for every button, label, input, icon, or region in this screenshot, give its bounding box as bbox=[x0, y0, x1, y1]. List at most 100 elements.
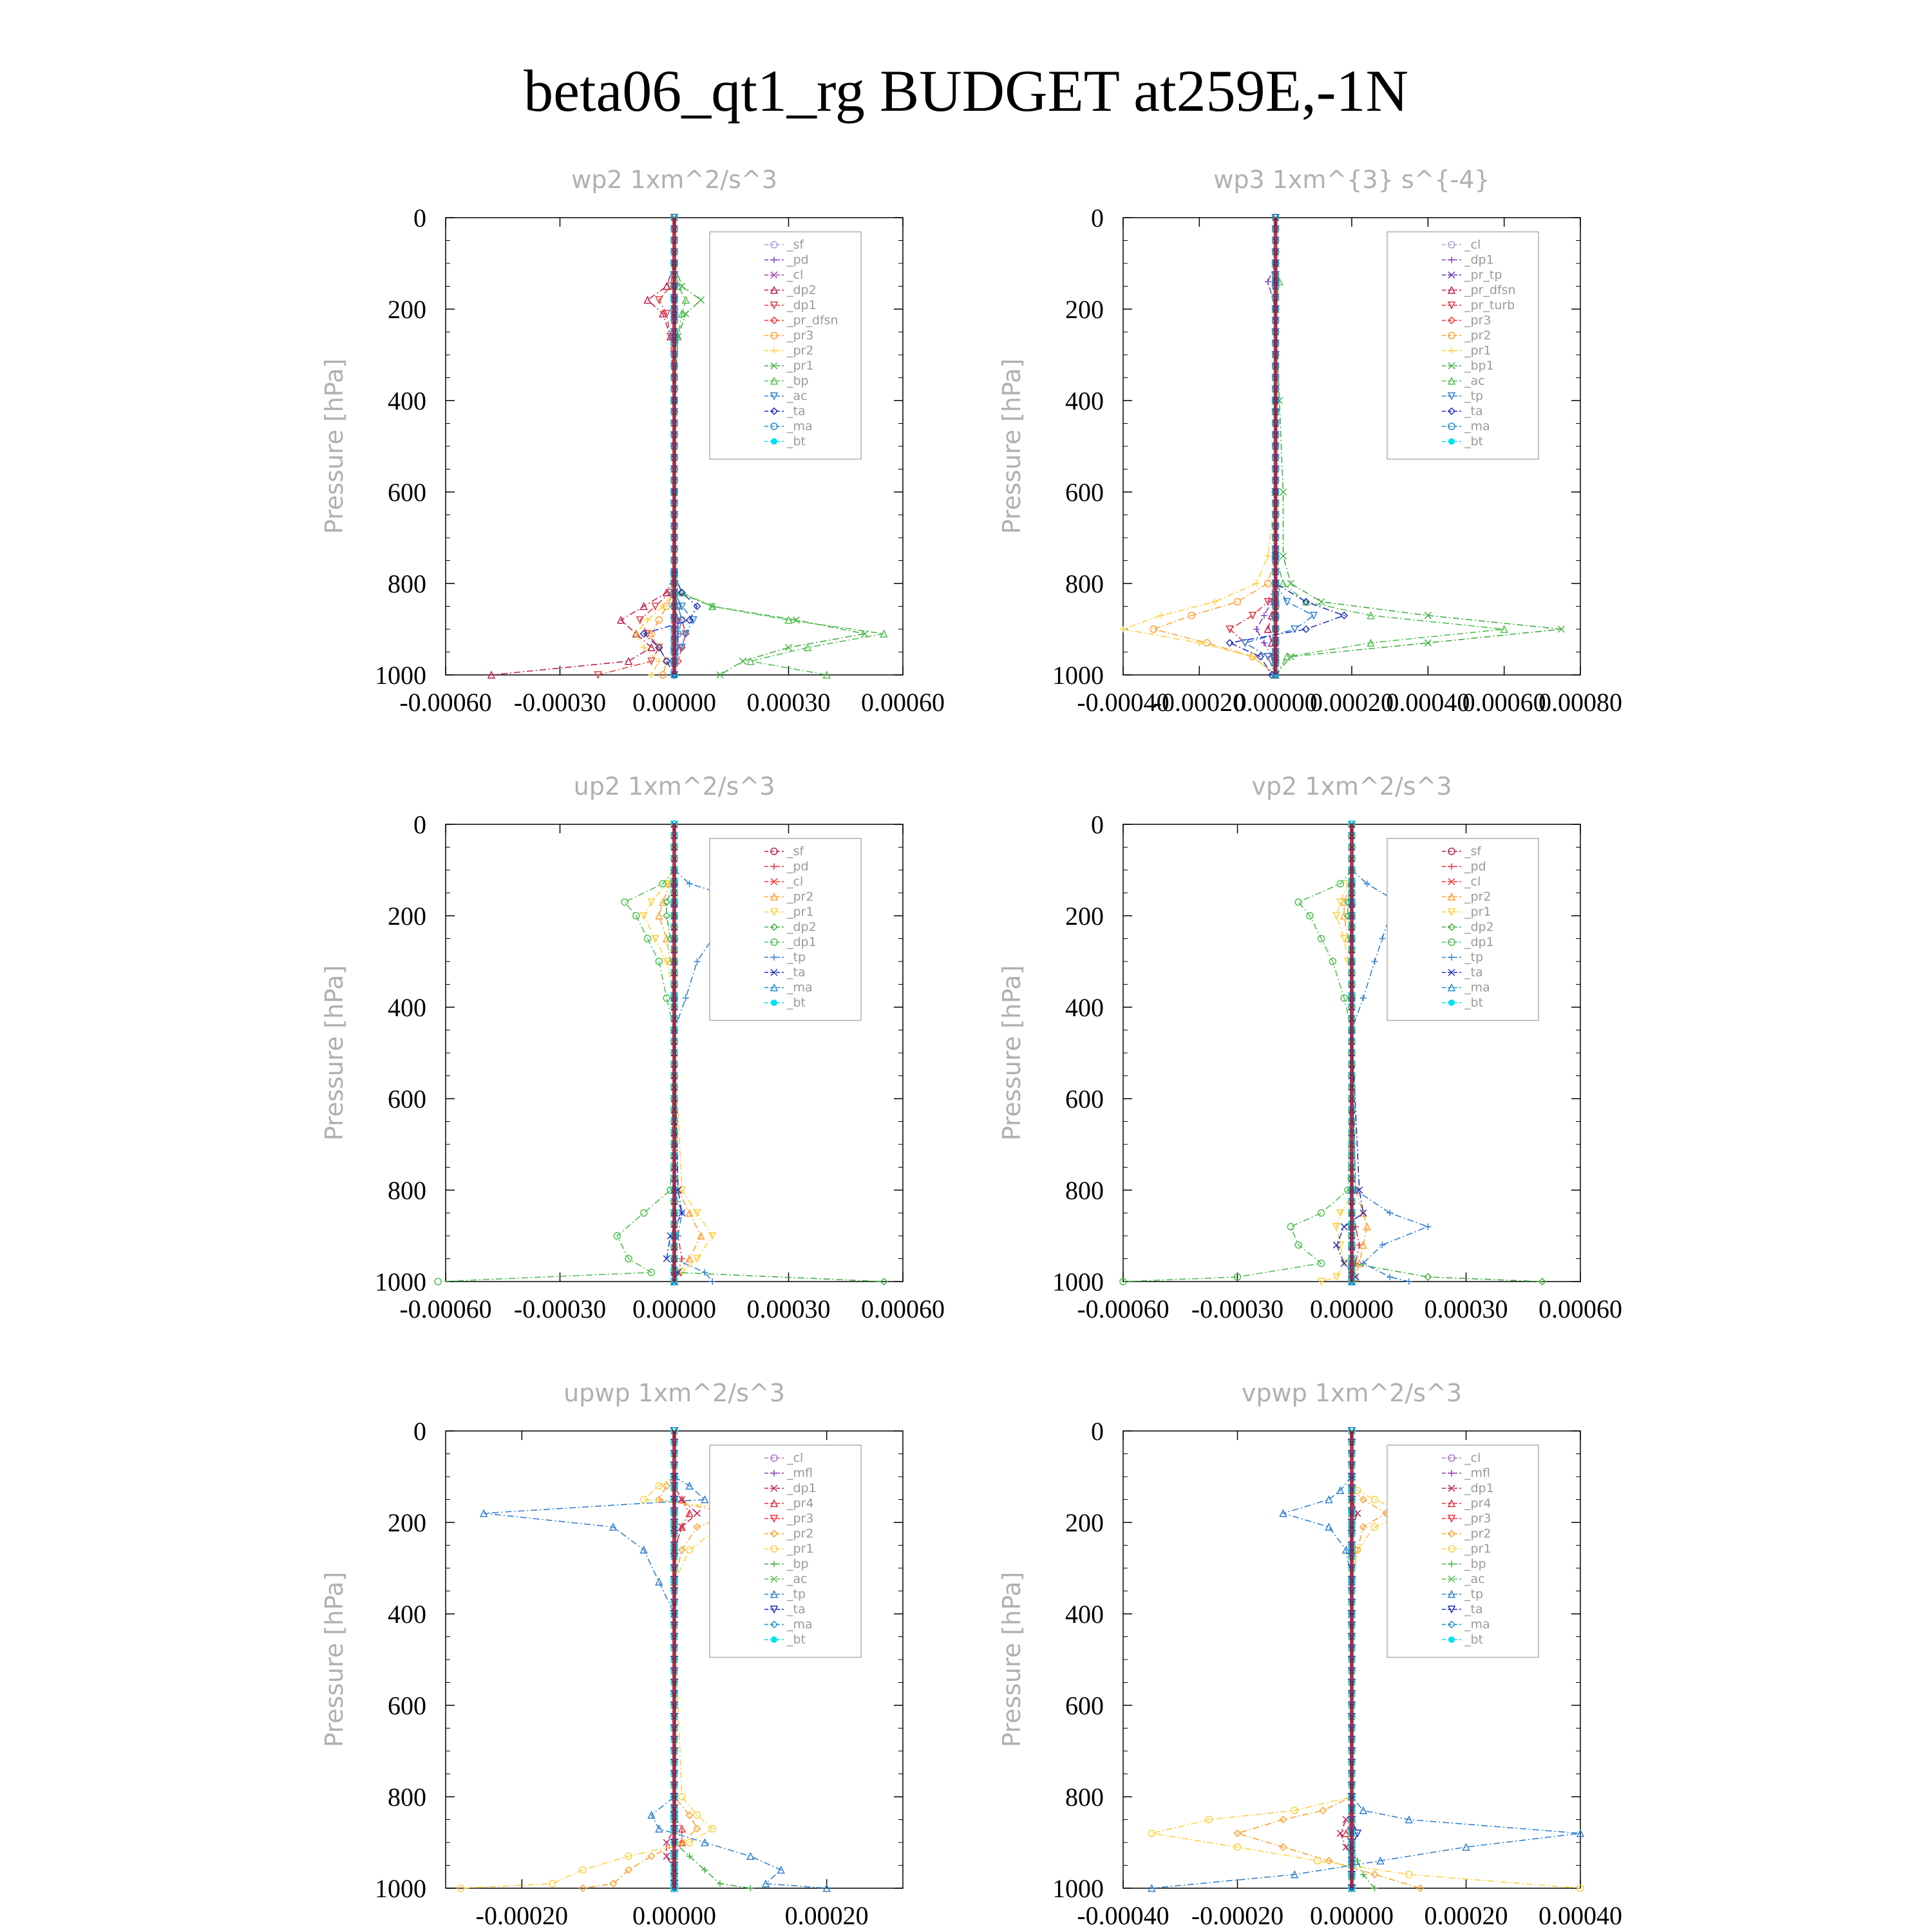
legend-label: _bt bbox=[1464, 435, 1483, 449]
legend-label: _dp1 bbox=[1464, 935, 1494, 949]
data-point bbox=[479, 1509, 488, 1517]
legend-label: _cl bbox=[1464, 238, 1481, 252]
data-point bbox=[880, 629, 888, 638]
data-point bbox=[685, 1254, 694, 1263]
legend-marker bbox=[1447, 983, 1456, 992]
legend-marker bbox=[771, 1470, 777, 1477]
data-point bbox=[579, 1866, 587, 1874]
legend-label: _bp1 bbox=[1464, 359, 1494, 373]
data-point bbox=[1371, 1885, 1378, 1891]
y-axis-label: Pressure [hPa] bbox=[998, 1572, 1026, 1748]
x-tick-label: 0.00000 bbox=[1310, 1901, 1394, 1930]
data-point bbox=[1260, 612, 1267, 619]
data-point bbox=[655, 1577, 663, 1586]
legend-label: _ta bbox=[1464, 404, 1483, 419]
legend-marker bbox=[1447, 1605, 1456, 1614]
legend-marker bbox=[1447, 908, 1456, 916]
data-point bbox=[655, 616, 663, 624]
data-point bbox=[1405, 1815, 1413, 1824]
chart-panel-5: upwp 1xm^2/s^3 Pressure [hPa] 0 200 400 600 80… bbox=[320, 1379, 904, 1930]
data-point bbox=[746, 1852, 755, 1861]
data-point bbox=[1253, 580, 1260, 587]
data-point bbox=[747, 1885, 754, 1891]
data-point bbox=[1336, 1830, 1344, 1837]
legend-marker bbox=[770, 983, 779, 992]
series-line bbox=[438, 869, 675, 1282]
legend: _sf _pd_cl_pr2_pr1_dp2_dp1 _tp_ta_ma_bt bbox=[709, 838, 862, 1021]
y-tick-label: 800 bbox=[1065, 569, 1104, 598]
data-point bbox=[1359, 1240, 1367, 1249]
data-point bbox=[1264, 580, 1272, 587]
legend-marker bbox=[1447, 1499, 1456, 1508]
data-point bbox=[709, 1278, 716, 1285]
data-point bbox=[1379, 1242, 1386, 1249]
data-point bbox=[1359, 1260, 1367, 1267]
y-tick-label: 600 bbox=[388, 1084, 426, 1113]
legend-marker bbox=[770, 1545, 778, 1553]
data-point bbox=[1317, 1259, 1325, 1267]
data-point bbox=[639, 1545, 648, 1554]
x-tick-label: 0.00030 bbox=[747, 688, 831, 717]
legend-marker bbox=[770, 301, 779, 310]
data-point bbox=[1233, 1843, 1242, 1851]
legend-marker bbox=[1447, 892, 1456, 901]
data-point bbox=[636, 616, 644, 625]
legend-marker bbox=[1448, 969, 1455, 976]
data-point bbox=[880, 1277, 888, 1286]
series-pr2 bbox=[1340, 866, 1371, 1285]
data-point bbox=[677, 643, 687, 652]
data-point bbox=[578, 1884, 587, 1893]
legend-label: _ma bbox=[786, 981, 813, 995]
y-tick-label: 800 bbox=[1065, 1176, 1104, 1205]
legend-marker bbox=[1447, 923, 1456, 931]
data-point bbox=[659, 603, 667, 610]
legend-marker bbox=[1448, 347, 1455, 354]
legend-label: _bt bbox=[786, 435, 806, 449]
data-point bbox=[659, 880, 667, 888]
data-point bbox=[1264, 598, 1273, 607]
data-point bbox=[1302, 598, 1311, 606]
data-point bbox=[685, 1208, 694, 1217]
data-point bbox=[1264, 652, 1273, 661]
legend-marker bbox=[1448, 878, 1455, 886]
data-point bbox=[1294, 1241, 1302, 1249]
data-point bbox=[662, 281, 671, 290]
legend-label: _pr1 bbox=[1464, 344, 1491, 358]
y-tick-label: 600 bbox=[388, 1691, 426, 1720]
series-line bbox=[658, 869, 702, 1282]
data-point bbox=[682, 994, 689, 1001]
data-point bbox=[792, 616, 800, 624]
legend-label: _tp bbox=[1464, 951, 1483, 965]
x-tick-label: 0.00000 bbox=[1234, 688, 1318, 717]
data-point bbox=[1279, 1509, 1287, 1517]
data-point bbox=[822, 1884, 831, 1892]
data-point bbox=[708, 1824, 716, 1833]
data-point bbox=[1500, 625, 1508, 633]
legend-label: _dp1 bbox=[1464, 253, 1494, 267]
data-point bbox=[632, 912, 640, 920]
legend-marker bbox=[770, 878, 778, 886]
data-point bbox=[662, 934, 671, 943]
y-tick-label: 200 bbox=[388, 295, 426, 324]
data-point bbox=[1253, 626, 1260, 632]
y-tick-label: 800 bbox=[388, 1176, 426, 1205]
data-point bbox=[662, 958, 671, 966]
data-point bbox=[639, 1209, 648, 1217]
legend-marker bbox=[770, 908, 779, 916]
data-point bbox=[1233, 598, 1242, 606]
legend-marker bbox=[770, 848, 778, 855]
panel-title: up2 1xm^2/s^3 bbox=[574, 772, 775, 800]
data-point bbox=[663, 994, 670, 1002]
legend-marker bbox=[770, 362, 778, 370]
series-line bbox=[582, 1476, 737, 1889]
legend-label: _sf bbox=[1464, 844, 1482, 858]
legend-marker bbox=[1447, 1589, 1456, 1598]
data-point bbox=[697, 296, 705, 304]
panel-title: upwp 1xm^2/s^3 bbox=[564, 1379, 785, 1407]
legend-marker bbox=[1448, 332, 1455, 339]
y-tick-label: 0 bbox=[1091, 204, 1104, 232]
legend-label: _bp bbox=[786, 374, 809, 388]
x-tick-label: 0.00000 bbox=[632, 1294, 716, 1323]
data-point bbox=[685, 1509, 694, 1517]
data-point bbox=[1317, 1209, 1325, 1217]
